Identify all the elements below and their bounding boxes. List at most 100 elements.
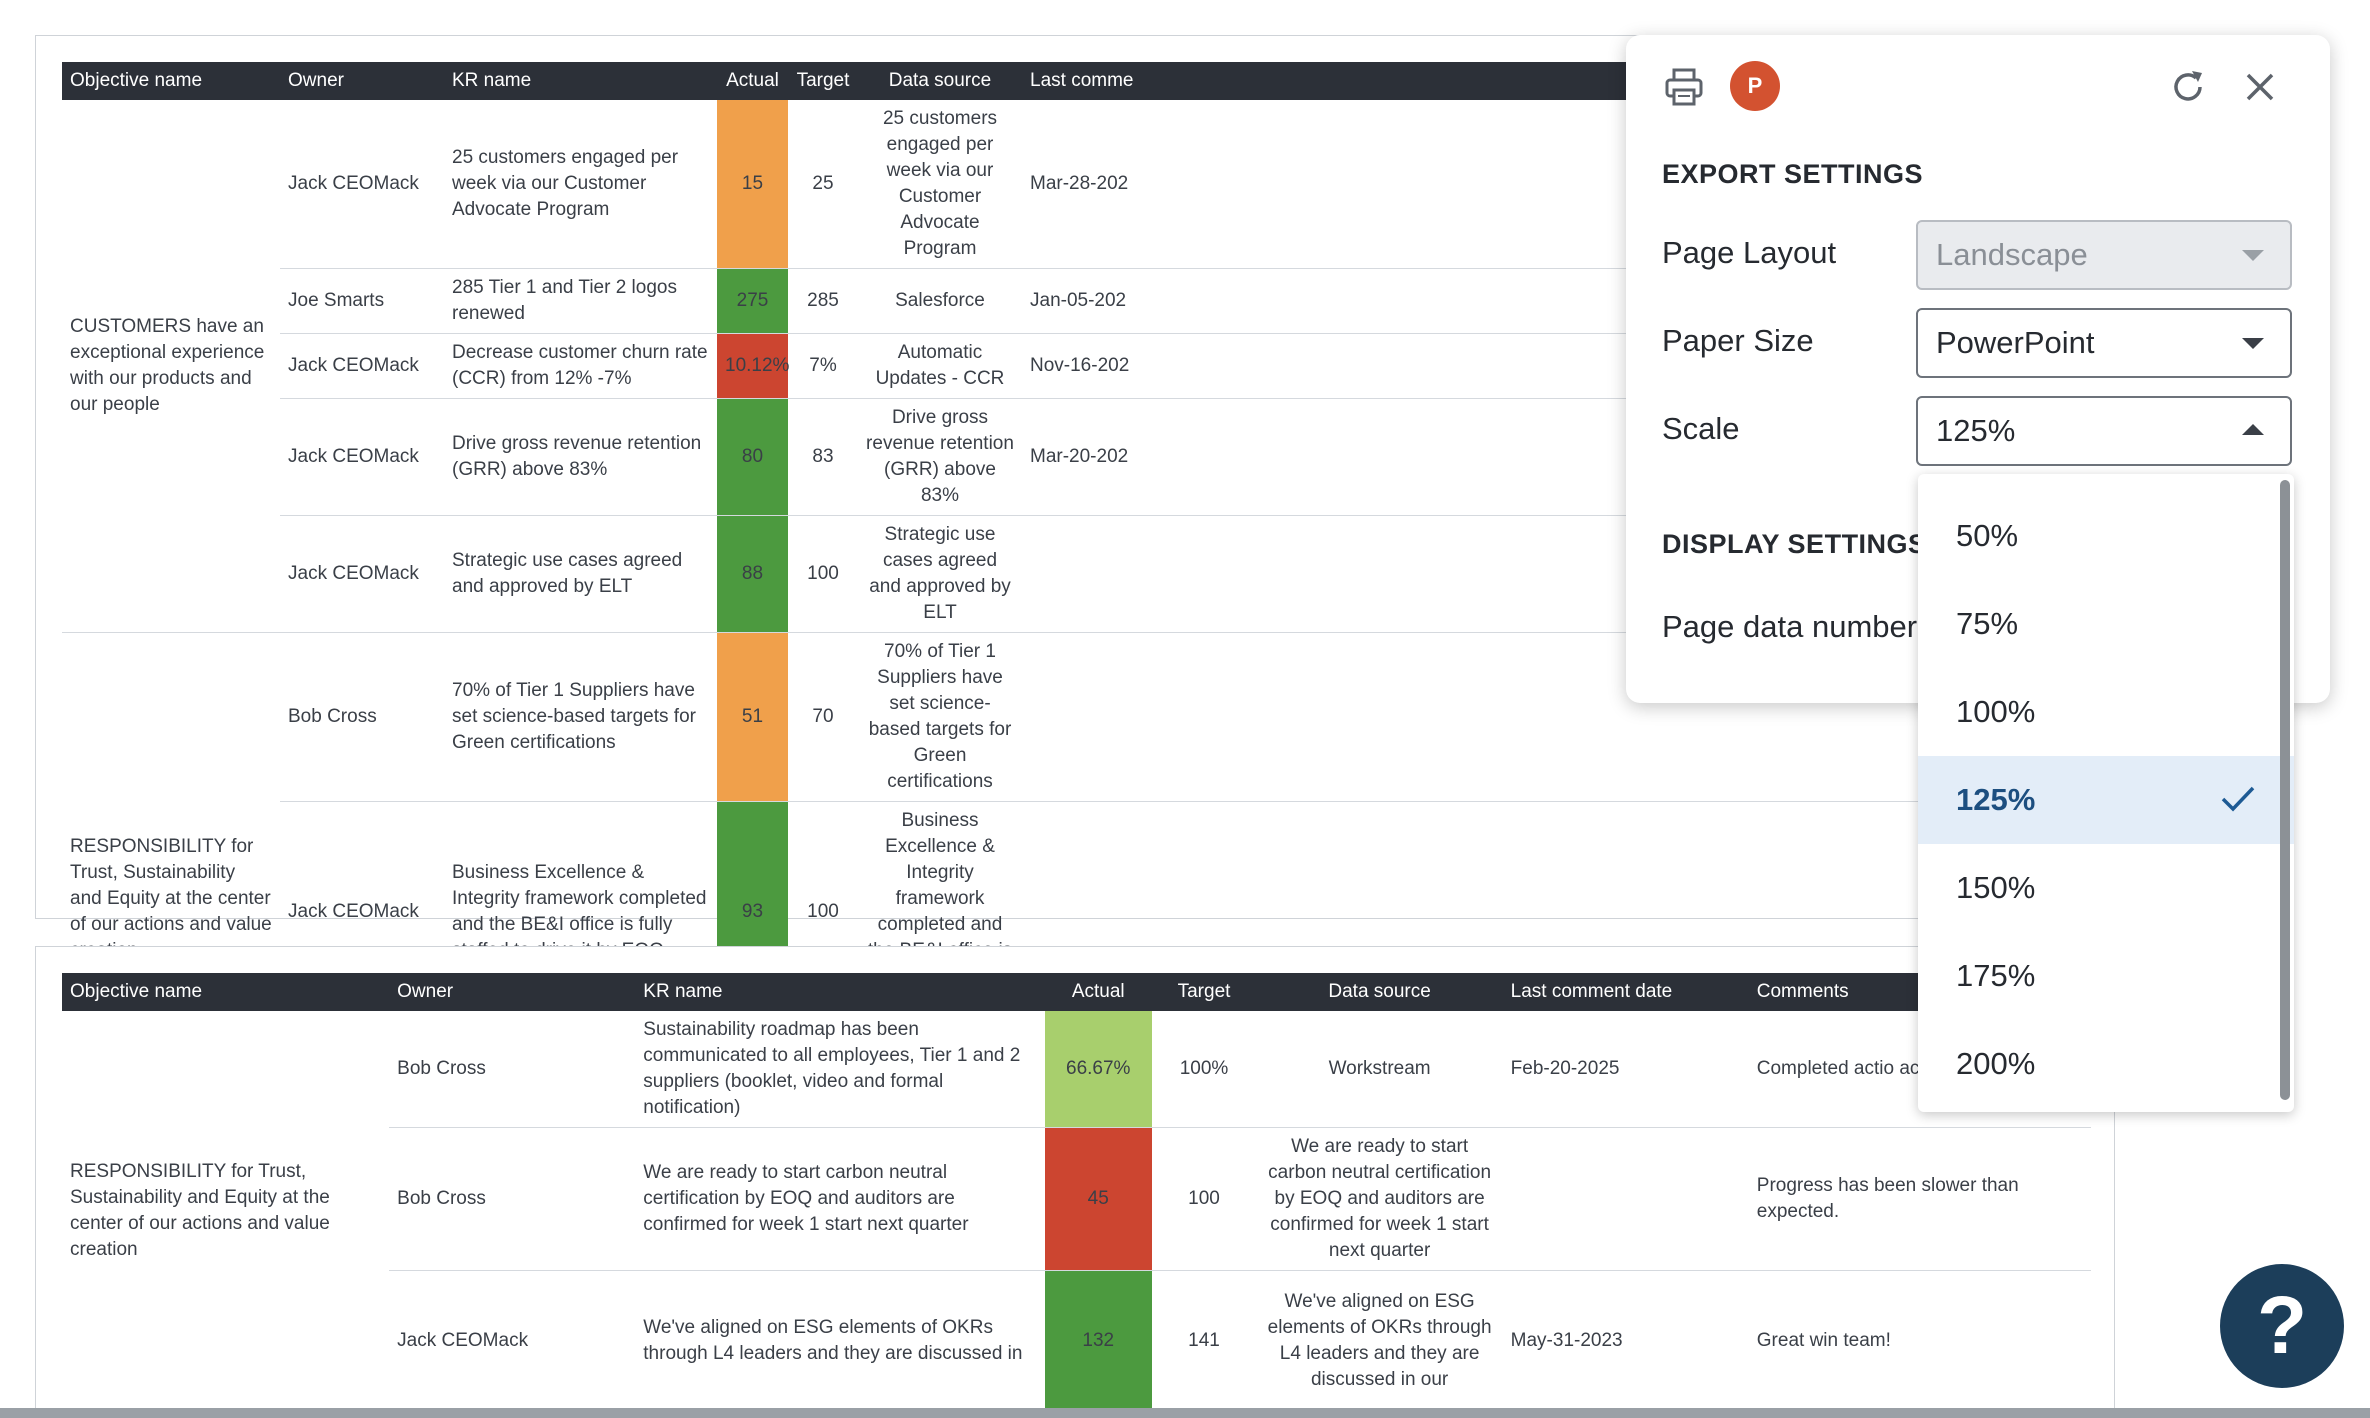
col-kr-name: KR name [635,973,1045,1011]
last-comment-date-cell: Mar-20-202 [1022,398,1186,516]
target-value-cell: 100 [788,515,858,633]
owner-cell: Joe Smarts [280,268,444,334]
scale-option-label: 50% [1956,518,2019,553]
scale-option-label: 100% [1956,694,2036,729]
kr-name-cell: 285 Tier 1 and Tier 2 logos renewed [444,268,717,334]
actual-value-cell: 80 [717,398,788,516]
target-value-cell: 100% [1151,1011,1257,1128]
scale-select[interactable]: 125% [1916,396,2292,466]
data-source-cell: 25 customers engaged per week via our Cu… [858,100,1022,269]
close-icon[interactable] [2238,65,2282,109]
target-value-cell: 285 [788,268,858,334]
col-actual: Actual [717,62,788,100]
last-comment-date-cell [1022,632,1186,802]
scale-option-label: 75% [1956,606,2019,641]
target-value-cell: 100 [1151,1127,1257,1271]
objective-name: RESPONSIBILITY for Trust, Sustainability… [62,1011,390,1411]
actual-value-cell: 15 [717,100,788,269]
data-source-cell: 70% of Tier 1 Suppliers have set science… [858,632,1022,802]
paper-size-select[interactable]: PowerPoint [1916,308,2292,378]
horizontal-scrollbar[interactable] [0,1408,2370,1418]
display-settings-title: DISPLAY SETTINGS [1662,529,1927,559]
scale-option[interactable]: 175% [1918,932,2294,1020]
scale-option-label: 125% [1956,782,2036,817]
last-comment-date-cell: Feb-20-2025 [1502,1011,1749,1128]
kr-name-cell: We are ready to start carbon neutral cer… [635,1127,1045,1271]
scale-option[interactable]: 50% [1918,492,2294,580]
scale-option-label: 175% [1956,958,2036,993]
kr-name-cell: We've aligned on ESG elements of OKRs th… [635,1270,1045,1411]
kr-name-cell: Strategic use cases agreed and approved … [444,515,717,633]
col-target: Target [788,62,858,100]
actual-value-cell: 10.12% [717,333,789,399]
paper-size-label: Paper Size [1662,323,1814,358]
table-header: Objective name Owner KR name Actual Targ… [62,973,2091,1011]
data-source-cell: Drive gross revenue retention (GRR) abov… [858,398,1022,516]
page-layout-value: Landscape [1936,237,2088,272]
report-page-2: Objective name Owner KR name Actual Targ… [35,946,2115,1418]
dropdown-scrollbar[interactable] [2280,480,2290,1100]
chevron-down-icon [2242,250,2264,261]
kr-name-cell: Drive gross revenue retention (GRR) abov… [444,398,717,516]
chevron-down-icon [2242,338,2264,349]
kr-name-cell: Decrease customer churn rate (CCR) from … [444,333,717,399]
scale-option[interactable]: 100% [1918,668,2294,756]
scale-dropdown-list: 50% 75% 100% 125% 150% 175% 200% [1918,474,2294,1112]
last-comment-date-cell [1022,515,1186,633]
table-row: Bob Cross We are ready to start carbon ne… [62,1127,2091,1271]
data-source-cell: We are ready to start carbon neutral cer… [1256,1127,1503,1271]
table-row: RESPONSIBILITY for Trust, Sustainability… [62,632,2091,1166]
page-layout-label: Page Layout [1662,235,1837,270]
checkmark-icon [2221,786,2255,812]
data-source-cell: Salesforce [858,268,1022,334]
comments-cell: Progress has been slower than expected. [1748,1127,2091,1271]
table-row: Jack CEOMack We've aligned on ESG element… [62,1270,2091,1411]
target-value-cell: 25 [788,100,858,269]
owner-cell: Jack CEOMack [280,100,444,269]
scale-option[interactable]: 150% [1918,844,2294,932]
owner-cell: Jack CEOMack [280,515,444,633]
scale-option[interactable]: 75% [1918,580,2294,668]
col-objective: Objective name [62,62,280,100]
scale-option[interactable]: 200% [1918,1020,2294,1108]
last-comment-date-cell: Jan-05-202 [1022,268,1186,334]
col-owner: Owner [389,973,636,1011]
owner-cell: Jack CEOMack [280,398,444,516]
owner-cell: Jack CEOMack [389,1270,636,1411]
powerpoint-icon[interactable]: P [1730,61,1780,111]
col-last-comment: Last comment date [1502,973,1749,1011]
kr-name-cell: 70% of Tier 1 Suppliers have set science… [444,632,717,802]
col-target: Target [1151,973,1257,1011]
target-value-cell: 70 [788,632,858,802]
owner-cell: Bob Cross [389,1011,636,1128]
scale-option[interactable]: 125% [1918,756,2294,844]
help-question-icon: ? [2256,1280,2308,1371]
chevron-up-icon [2242,424,2264,435]
actual-value-cell: 132 [1044,1270,1152,1411]
target-value-cell: 7% [788,333,858,399]
export-settings-title: EXPORT SETTINGS [1662,159,1924,189]
data-source-cell: Strategic use cases agreed and approved … [858,515,1022,633]
paper-size-value: PowerPoint [1936,325,2095,360]
col-owner: Owner [280,62,444,100]
last-comment-date-cell [1502,1127,1749,1271]
kr-name-cell: 25 customers engaged per week via our Cu… [444,100,717,269]
scale-option-label: 150% [1956,870,2036,905]
scale-label: Scale [1662,411,1740,446]
actual-value-cell: 51 [717,632,788,802]
comments-cell: Great win team! [1748,1270,2091,1411]
owner-cell: Bob Cross [389,1127,636,1271]
col-actual: Actual [1044,973,1152,1011]
print-icon[interactable] [1662,65,1706,109]
last-comment-date-cell: Nov-16-202 [1022,333,1186,399]
actual-value-cell: 45 [1044,1127,1152,1271]
page-data-numbers-label: Page data numbers [1662,609,1933,644]
objective-name: CUSTOMERS have an exceptional experience… [62,100,280,633]
help-button[interactable]: ? [2220,1264,2344,1388]
refresh-icon[interactable] [2166,65,2210,109]
col-objective: Objective name [62,973,390,1011]
kr-name-cell: Sustainability roadmap has been communic… [635,1011,1045,1128]
table-row: RESPONSIBILITY for Trust, Sustainability… [62,1011,2091,1411]
col-data-source: Data source [1256,973,1503,1011]
last-comment-date-cell: Mar-28-202 [1022,100,1186,269]
